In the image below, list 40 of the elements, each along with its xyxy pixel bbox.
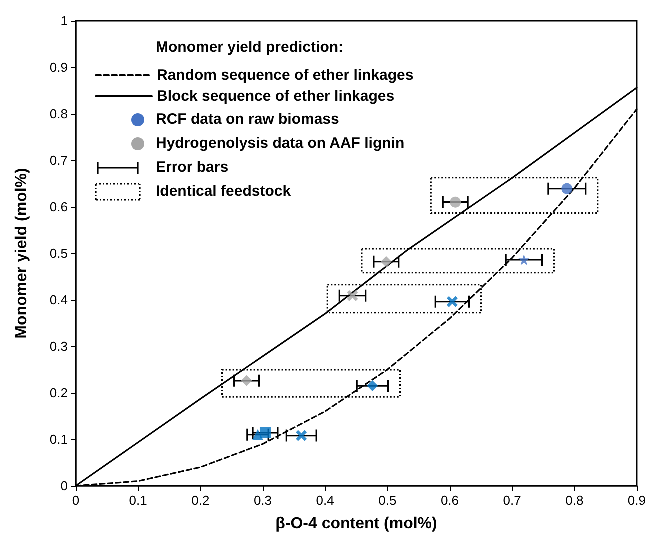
x-tick-label: 0.8 (566, 493, 584, 508)
point (296, 430, 308, 442)
point (450, 196, 462, 208)
y-tick-label: 0.6 (50, 200, 68, 214)
y-tick-label: 0.2 (50, 386, 68, 400)
x-tick-label: 0.2 (192, 493, 210, 508)
legend-label: Hydrogenolysis data on AAF lignin (156, 135, 405, 153)
y-tick-label: 0.4 (50, 292, 68, 308)
x-tick-label: 0.6 (440, 493, 460, 508)
x-axis-title: β-O-4 content (mol%) (276, 516, 438, 532)
legend-label: Block sequence of ether linkages (157, 88, 395, 105)
x-tick-label: 0.1 (129, 493, 148, 508)
x-tick-label: 0.9 (628, 493, 646, 508)
point (518, 254, 530, 266)
x-tick-label: 0.7 (503, 493, 522, 508)
point (260, 427, 271, 438)
point (347, 290, 358, 302)
x-tick-label: 0.3 (254, 493, 272, 508)
x-tick-label: 0.4 (316, 493, 334, 508)
y-tick-label: 0.8 (50, 106, 68, 122)
legend-label: Random sequence of ether linkages (157, 67, 414, 84)
point (562, 183, 573, 194)
annotation: Error bars (156, 159, 229, 177)
y-tick-label: 0.9 (50, 60, 68, 75)
annotation: Identical feedstock (156, 183, 292, 201)
y-axis-title: Monomer yield (mol%) (14, 168, 30, 339)
y-tick-label: 0.7 (50, 153, 68, 168)
y-tick-label: 0.3 (50, 339, 68, 354)
x-tick-label: 0 (72, 493, 80, 508)
y-tick-label: 0 (60, 478, 68, 494)
x-tick-label: 0.5 (378, 493, 397, 508)
y-tick-label: 0.5 (50, 246, 68, 261)
point (241, 375, 252, 386)
point (446, 296, 458, 308)
legend-title: Monomer yield prediction: (156, 39, 344, 57)
point (380, 256, 392, 268)
point (367, 380, 378, 392)
legend-label: RCF data on raw biomass (156, 111, 340, 129)
y-tick-label: 0.1 (50, 432, 68, 447)
y-tick-label: 1 (60, 14, 68, 28)
